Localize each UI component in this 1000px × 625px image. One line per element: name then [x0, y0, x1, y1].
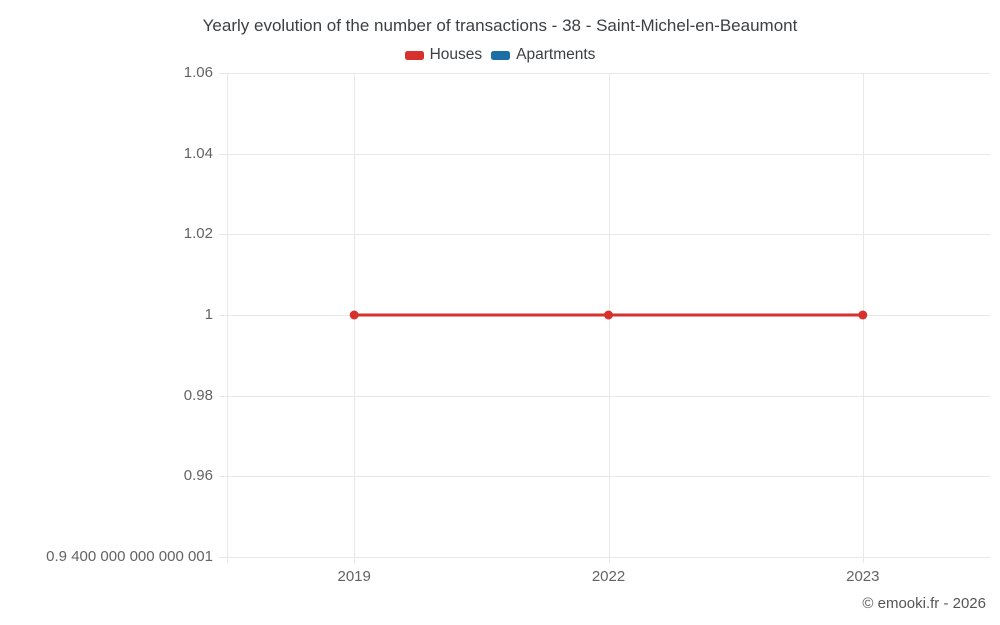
- y-tick-label: 0.9 400 000 000 000 001: [46, 548, 213, 565]
- gridline-horizontal: [219, 395, 990, 397]
- legend-item-apartments[interactable]: Apartments: [491, 46, 595, 64]
- gridline-horizontal: [219, 557, 990, 558]
- chart-title: Yearly evolution of the number of transa…: [202, 16, 798, 35]
- y-tick-label: 1.06: [183, 64, 213, 81]
- data-point-houses-2023[interactable]: [858, 310, 868, 320]
- plot-area: [219, 73, 990, 563]
- y-axis-labels: 1.06 1.04 1.02 1 0.98 0.96 0.9 400 000 000 000…: [0, 64, 213, 565]
- legend-label-apartments: Apartments: [516, 46, 596, 63]
- y-tick-label: 1.04: [183, 144, 213, 162]
- series-layer: [349, 310, 868, 320]
- legend-item-houses[interactable]: Houses: [404, 46, 483, 64]
- data-point-houses-2019[interactable]: [349, 310, 359, 320]
- gridline-horizontal: [219, 153, 990, 155]
- houses-series-swatch-icon: [404, 50, 424, 60]
- legend: Houses Apartments: [0, 46, 1000, 64]
- data-point-houses-2022[interactable]: [604, 310, 613, 320]
- y-axis-line: [227, 73, 228, 563]
- legend-label-houses: Houses: [429, 46, 483, 63]
- gridline-horizontal: [219, 476, 990, 478]
- gridline-horizontal: [219, 234, 990, 236]
- y-tick-label: 1: [204, 306, 213, 323]
- x-tick-label: 2019: [337, 568, 371, 585]
- copyright-attribution: © emooki.fr - 2026: [862, 595, 986, 612]
- x-tick-label: 2022: [591, 568, 626, 585]
- y-tick-label: 0.96: [183, 467, 213, 485]
- y-tick-label: 0.98: [183, 386, 213, 404]
- y-tick-label: 1.02: [183, 225, 213, 243]
- gridline-horizontal: [219, 73, 990, 74]
- x-tick-label: 2023: [846, 568, 880, 585]
- apartments-series-swatch-icon: [491, 50, 511, 60]
